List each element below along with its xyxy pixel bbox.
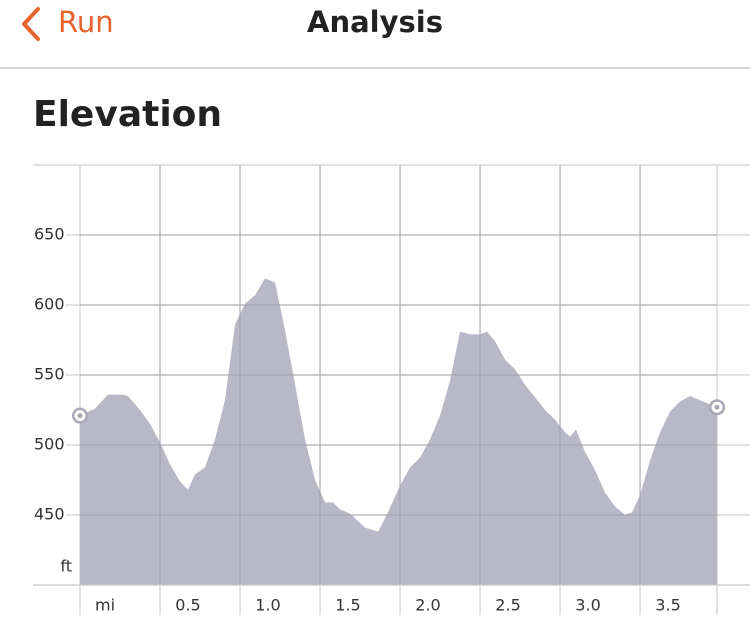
end-marker-dot bbox=[77, 413, 83, 419]
y-tick-label: 550 bbox=[34, 365, 65, 384]
back-button[interactable]: Run bbox=[58, 5, 114, 39]
section-title: Elevation bbox=[33, 94, 222, 135]
y-tick-label: 650 bbox=[34, 225, 65, 244]
x-tick-label: 1.5 bbox=[335, 596, 360, 615]
y-tick-label: 450 bbox=[34, 505, 65, 524]
end-marker-dot bbox=[714, 404, 720, 410]
y-tick-label: 600 bbox=[34, 295, 65, 314]
x-tick-label: 2.0 bbox=[415, 596, 440, 615]
x-tick-label: 3.5 bbox=[655, 596, 680, 615]
x-tick-label: 2.5 bbox=[495, 596, 520, 615]
elevation-chart: 450 500 550 600 650 ft mi 0.5 1.0 1.5 2.0 2.5 3.0 3.5 bbox=[32, 164, 750, 615]
y-unit-label: ft bbox=[60, 557, 72, 576]
x-tick-label: 3.0 bbox=[575, 596, 600, 615]
x-tick-label: 1.0 bbox=[255, 596, 280, 615]
back-chevron[interactable] bbox=[22, 7, 40, 41]
elevation-area bbox=[80, 278, 717, 585]
x-unit-label: mi bbox=[95, 596, 115, 615]
y-tick-label: 500 bbox=[34, 435, 65, 454]
x-tick-label: 0.5 bbox=[175, 596, 200, 615]
page-title: Analysis bbox=[307, 5, 443, 39]
